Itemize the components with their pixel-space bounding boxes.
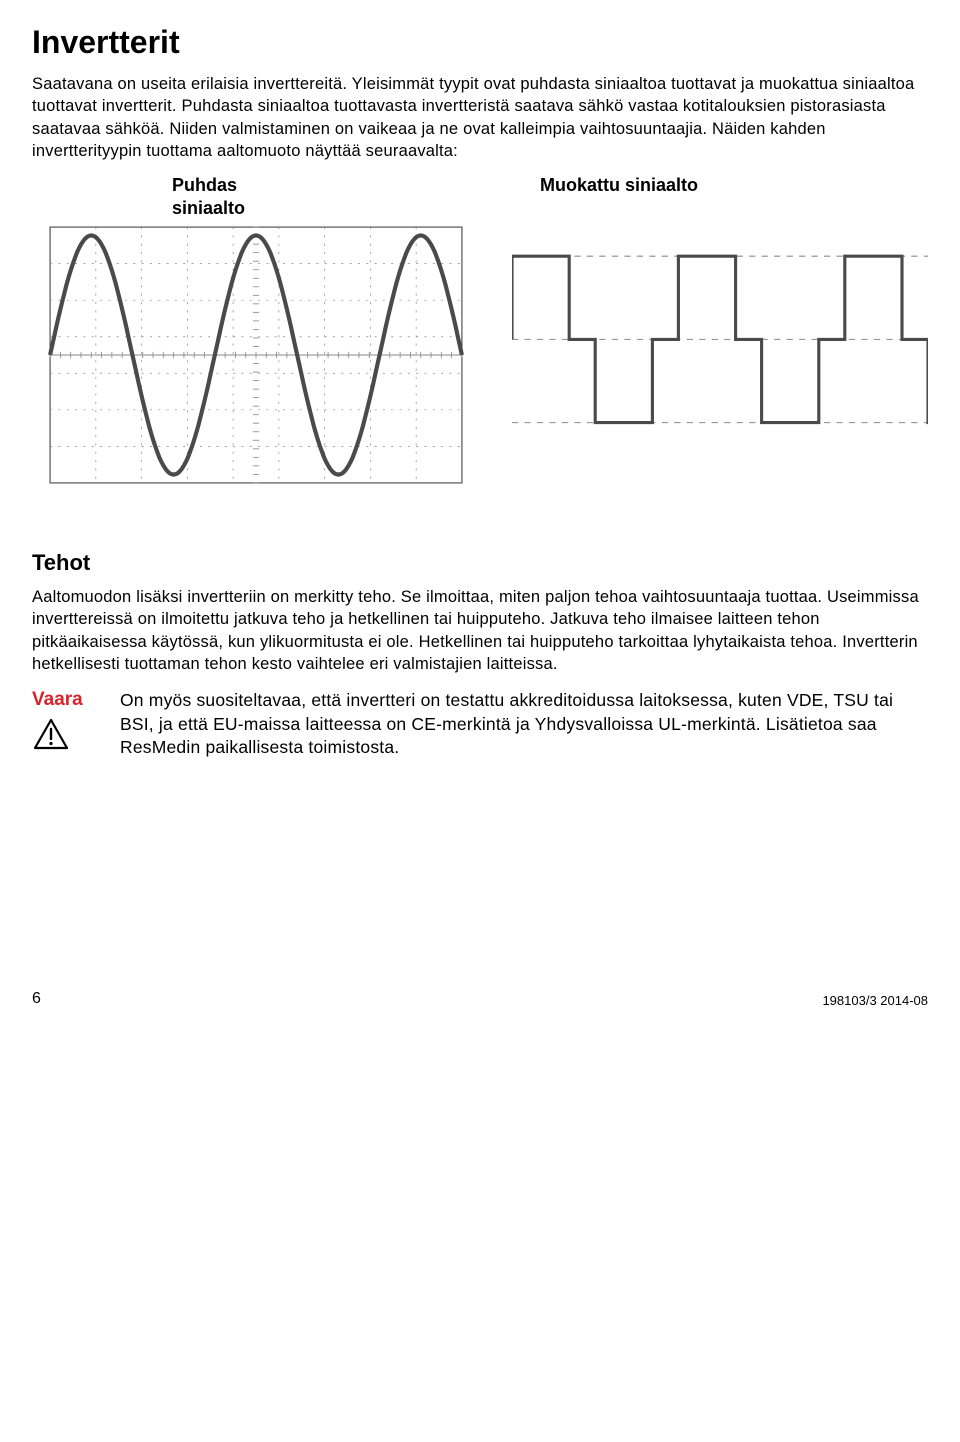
page-number: 6 <box>32 990 41 1008</box>
modified-sine-chart <box>512 225 928 459</box>
pure-sine-chart <box>48 225 464 490</box>
waveform-row <box>32 225 928 490</box>
pure-sine-label-line1: Puhdas <box>172 175 237 195</box>
doc-id: 198103/3 2014-08 <box>822 993 928 1008</box>
warning-label: Vaara <box>32 689 102 711</box>
page-footer: 6 198103/3 2014-08 <box>32 990 928 1008</box>
warning-block: Vaara On myös suositeltavaa, että invert… <box>32 689 928 760</box>
pure-sine-label-line2: siniaalto <box>172 198 245 218</box>
page-title: Invertterit <box>32 24 928 61</box>
tehot-heading: Tehot <box>32 550 928 576</box>
warning-icon <box>32 717 70 751</box>
warning-label-col: Vaara <box>32 689 102 756</box>
waveform-labels-row: Puhdas siniaalto Muokattu siniaalto <box>32 174 928 219</box>
modified-sine-label: Muokattu siniaalto <box>480 174 928 219</box>
intro-paragraph: Saatavana on useita erilaisia inverttere… <box>32 73 928 162</box>
pure-sine-label: Puhdas siniaalto <box>32 174 480 219</box>
tehot-body: Aaltomuodon lisäksi invertteriin on merk… <box>32 586 928 675</box>
warning-text: On myös suositeltavaa, että invertteri o… <box>120 689 928 760</box>
